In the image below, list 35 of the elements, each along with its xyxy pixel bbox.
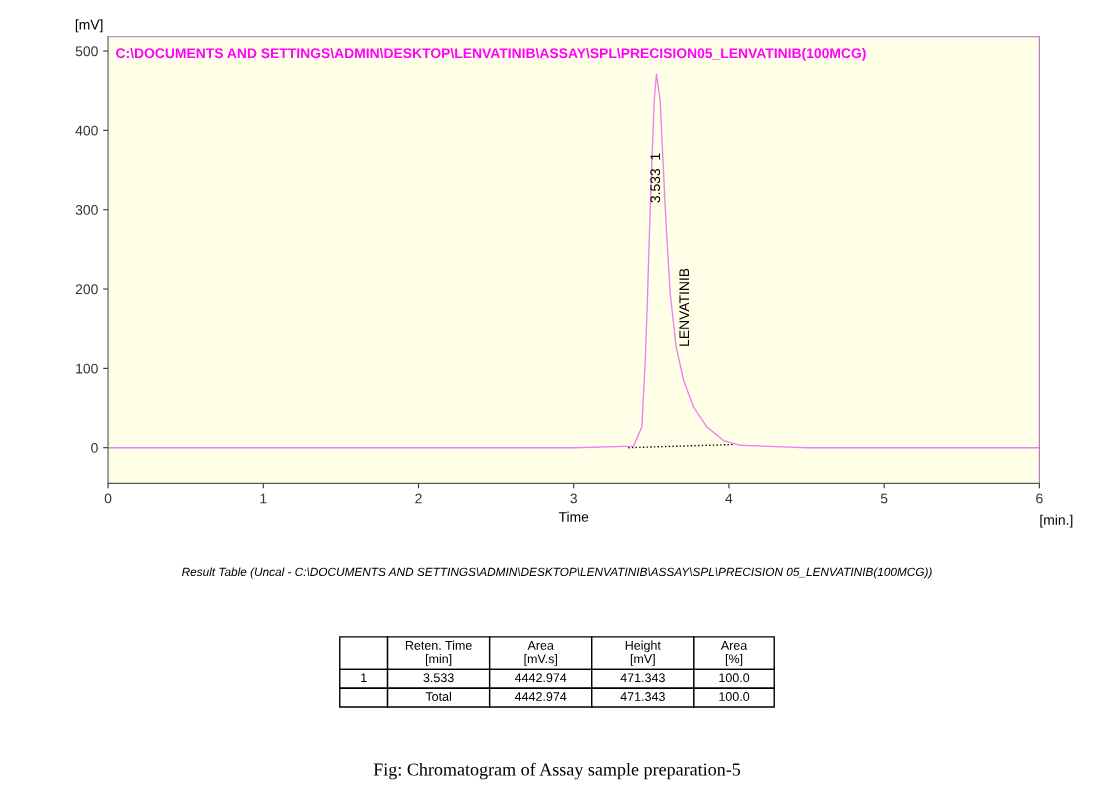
category-label: Area [mV.s] <box>524 641 557 666</box>
text: 100.0 <box>719 692 750 701</box>
text: 3.533 <box>423 673 454 683</box>
line-series <box>108 73 1040 449</box>
y-axis-title: [mV] <box>75 19 103 33</box>
category-label: Height [mV] <box>625 640 661 666</box>
y-tick-label: 300 <box>75 205 98 215</box>
category-label: Area [%] <box>720 641 748 666</box>
text: 4442.974 <box>514 673 567 683</box>
x-tick-label: 3 <box>570 493 577 504</box>
text: 4442.974 <box>514 692 567 701</box>
text: 1 <box>361 673 367 683</box>
category-label: Reten. Time [min] <box>405 640 472 666</box>
x-tick-label: 1 <box>260 493 267 504</box>
text: 471.343 <box>620 692 665 701</box>
x-tick-label: 2 <box>415 493 422 504</box>
x-axis-title: Time <box>558 511 589 522</box>
text: 100.0 <box>719 673 750 683</box>
text: Total <box>425 691 451 701</box>
y-tick-label: 100 <box>76 363 98 374</box>
y-tick-label: 0 <box>91 443 98 453</box>
x-tick-label: 6 <box>1036 493 1043 504</box>
text: 471.343 <box>620 673 665 683</box>
text: Result Table (Uncal - C:\DOCUMENTS AND SETTINGS\ADMIN\DESKTOP\LENVATINIB\ASSAY\SPL\PRECISION 05_LENVATINIB(100MCG)) <box>181 567 932 579</box>
annotation: LENVATINIB <box>679 268 689 346</box>
y-tick-label: 500 <box>75 46 98 57</box>
y-tick-label: 400 <box>75 125 98 136</box>
x-tick-label: 0 <box>104 493 112 504</box>
y-tick-label: 200 <box>75 284 98 295</box>
x-tick-label: 5 <box>880 493 888 504</box>
text: C:\DOCUMENTS AND SETTINGS\ADMIN\DESKTOP\LENVATINIB\ASSAY\SPL\PRECISION05_LENVATINIB(100MCG) <box>116 47 866 61</box>
x-tick-label: 4 <box>725 493 733 504</box>
text: Fig: Chromatogram of Assay sample preparation-5 <box>373 762 741 780</box>
text: [min.] <box>1040 514 1073 528</box>
annotation: 3.533 1 <box>650 153 661 203</box>
